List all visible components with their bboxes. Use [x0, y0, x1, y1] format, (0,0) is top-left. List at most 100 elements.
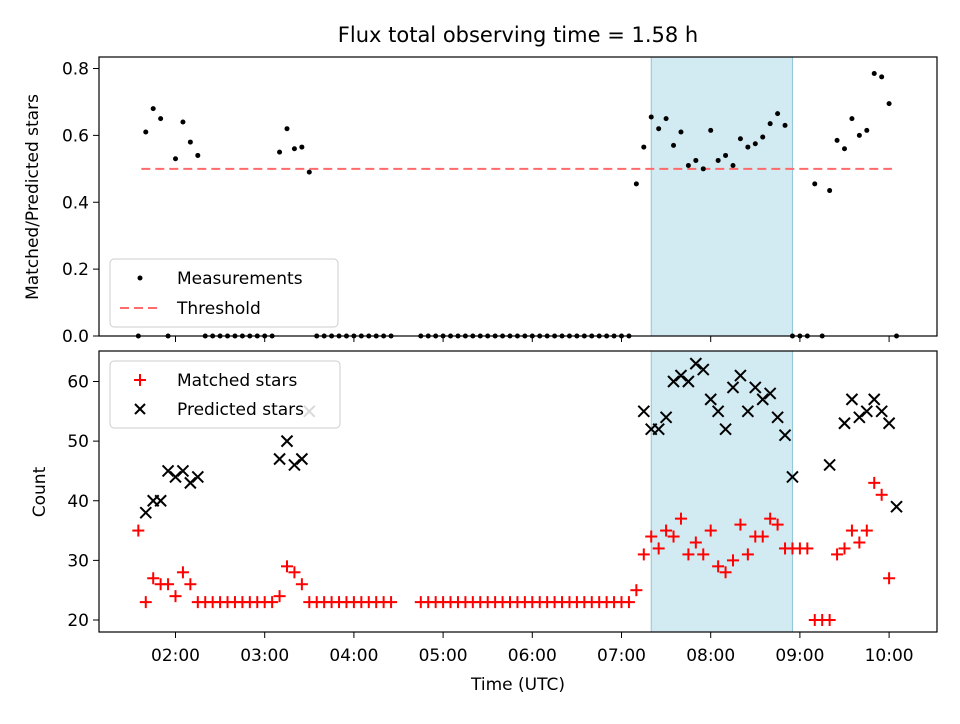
top-shaded-interval	[650, 56, 793, 337]
predicted-star-point	[763, 387, 777, 400]
matched-star-point	[704, 524, 717, 537]
matched-star-point	[674, 512, 687, 525]
bottom-plot-frame	[98, 350, 938, 633]
matched-star-point	[162, 578, 175, 591]
measurement-point	[663, 116, 669, 122]
predicted-star-point-b	[273, 452, 286, 466]
top-panel: 0.00.20.40.60.8 Matched/Predicted stars …	[23, 56, 938, 347]
matched-star-point	[764, 512, 777, 525]
matched-star-point	[689, 536, 702, 549]
measurement-point	[641, 144, 647, 150]
predicted-star-point	[161, 464, 175, 478]
top-y-axis-label: Matched/Predicted stars	[23, 94, 43, 300]
predicted-star-point-b	[711, 405, 725, 418]
measurement-point	[730, 162, 736, 168]
predicted-star-point	[288, 458, 301, 472]
matched-star-point	[734, 518, 747, 531]
matched-star-point	[883, 572, 896, 585]
matched-star-point	[697, 548, 710, 561]
measurement-point	[277, 149, 283, 155]
predicted-star-point	[711, 405, 725, 418]
predicted-star-point	[295, 452, 309, 466]
measurement-point	[715, 157, 721, 163]
matched-star-point	[652, 542, 665, 555]
measurement-point	[871, 71, 877, 77]
predicted-star-point-b	[726, 381, 740, 394]
measurement-point	[879, 74, 885, 80]
predicted-star-point	[719, 422, 732, 436]
predicted-star-point-b	[719, 422, 732, 436]
measurement-point	[671, 142, 677, 148]
predicted-star-point	[280, 434, 294, 448]
matched-star-point	[868, 476, 881, 489]
matched-star-point	[741, 548, 754, 561]
measurement-point	[173, 156, 178, 162]
legend-measurements-marker	[137, 275, 143, 281]
predicted-star-point	[704, 393, 717, 406]
top-y-tick-label: 0.6	[62, 126, 89, 146]
matched-star-point	[860, 524, 873, 537]
measurement-point	[745, 144, 751, 150]
predicted-star-point-b	[868, 393, 881, 406]
predicted-star-point	[697, 363, 710, 376]
predicted-star-point	[845, 393, 859, 406]
predicted-star-point	[652, 422, 665, 436]
bottom-panel: 20 30 40 50 60 02:00 03:00 04:00 05:00 06:00 07:0…	[30, 350, 938, 695]
matched-star-point	[645, 530, 658, 543]
measurement-point	[737, 136, 743, 142]
bottom-shaded-interval	[650, 350, 793, 633]
predicted-star-point-b	[191, 470, 205, 484]
predicted-star-point-b	[838, 417, 851, 430]
matched-star-point	[667, 530, 680, 543]
measurement-point	[723, 152, 729, 158]
measurement-point	[648, 114, 654, 120]
top-y-tick-label: 0.4	[62, 193, 89, 213]
predicted-star-point-b	[778, 428, 792, 442]
top-y-tick-label: 0.0	[62, 327, 89, 347]
predicted-star-point-b	[734, 369, 747, 382]
bottom-y-tick-label: 50	[67, 432, 89, 452]
matched-star-point	[823, 614, 836, 626]
measurement-point	[708, 127, 714, 133]
predicted-star-point	[868, 393, 881, 406]
bottom-y-tick-label: 60	[67, 373, 89, 393]
matched-star-point	[273, 590, 286, 603]
figure-title: Flux total observing time = 1.58 h	[338, 23, 698, 47]
matched-star-point	[875, 488, 888, 501]
bottom-x-tick-label: 10:00	[865, 646, 914, 666]
predicted-star-point	[823, 458, 836, 472]
matched-star-point	[295, 578, 308, 591]
measurement-point	[693, 157, 699, 163]
measurement-point	[827, 188, 833, 194]
legend-predicted-marker	[134, 403, 146, 415]
bottom-y-tick-label: 40	[67, 492, 89, 512]
predicted-star-point	[875, 405, 888, 418]
measurement-point	[886, 101, 892, 107]
matched-star-point	[853, 536, 866, 549]
predicted-star-point	[756, 393, 769, 406]
predicted-star-point-b	[763, 387, 777, 400]
measurement-point	[150, 106, 156, 112]
predicted-star-point	[882, 417, 896, 430]
matched-star-point	[831, 548, 844, 561]
predicted-star-point-b	[295, 452, 309, 466]
predicted-star-point	[154, 494, 167, 507]
matched-star-point	[712, 560, 725, 573]
matched-star-point	[771, 518, 784, 531]
bottom-x-tick-label: 07:00	[597, 646, 646, 666]
bottom-legend: Matched stars Predicted stars	[109, 360, 341, 429]
predicted-star-point-b	[139, 506, 152, 519]
predicted-star-point-b	[682, 375, 695, 388]
predicted-star-point	[741, 405, 755, 418]
predicted-star-point-b	[860, 405, 874, 418]
bottom-y-tick-label: 30	[67, 551, 89, 571]
measurement-point	[678, 129, 684, 135]
predicted-star-point-b	[741, 405, 755, 418]
matched-star-point	[176, 566, 189, 579]
predicted-star-point-b	[756, 393, 769, 406]
predicted-star-point	[890, 500, 903, 513]
measurement-point	[834, 137, 840, 143]
predicted-star-point-b	[890, 500, 903, 513]
top-y-tick-label: 0.8	[62, 60, 89, 80]
